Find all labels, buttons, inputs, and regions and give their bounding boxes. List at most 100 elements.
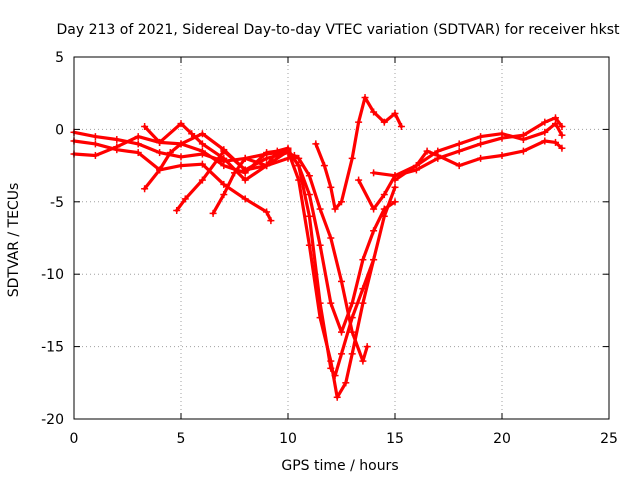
data-point-marker: [380, 191, 388, 199]
series-line-sat-k: [393, 122, 564, 182]
axis-ticks: 0 5 10 15 20 25 -20 -15 -10 -5 0 5: [41, 50, 618, 447]
data-point-marker: [198, 147, 206, 155]
data-point-marker: [91, 151, 99, 159]
data-point-marker: [359, 299, 367, 307]
data-point-marker: [359, 256, 367, 264]
data-point-marker: [177, 153, 185, 161]
data-point-marker: [177, 120, 185, 128]
x-tick-label: 5: [177, 431, 186, 447]
data-point-marker: [498, 130, 506, 138]
data-point-marker: [455, 140, 463, 148]
x-tick-label: 10: [279, 431, 297, 447]
data-point-marker: [220, 180, 228, 188]
data-point-marker: [412, 162, 420, 170]
data-point-marker: [391, 198, 399, 206]
data-point-marker: [552, 120, 559, 128]
data-point-marker: [477, 154, 485, 162]
data-series: [70, 94, 566, 401]
chart-title: Day 213 of 2021, Sidereal Day-to-day VTE…: [57, 22, 620, 38]
data-point-marker: [188, 130, 196, 138]
y-tick-label: -20: [41, 412, 64, 428]
plot-frame: [73, 56, 610, 420]
data-point-marker: [455, 162, 463, 170]
data-point-marker: [141, 185, 149, 193]
data-point-marker: [338, 328, 345, 336]
y-axis-label: SDTVAR / TECUs: [6, 183, 22, 298]
data-point-marker: [209, 209, 217, 217]
data-point-marker: [455, 147, 463, 155]
data-point-marker: [391, 109, 399, 117]
data-point-marker: [220, 154, 228, 162]
data-point-marker: [359, 357, 367, 365]
data-point-marker: [220, 147, 228, 155]
data-point-marker: [320, 162, 328, 170]
data-point-marker: [156, 138, 164, 146]
x-tick-label: 25: [600, 431, 618, 447]
data-point-marker: [290, 151, 298, 159]
data-point-marker: [295, 176, 303, 184]
data-point-marker: [198, 160, 206, 168]
data-point-marker: [141, 123, 149, 131]
data-point-marker: [91, 133, 99, 141]
data-point-marker: [312, 140, 320, 148]
data-point-marker: [338, 350, 345, 358]
x-tick-label: 0: [70, 431, 79, 447]
data-point-marker: [316, 205, 324, 213]
data-point-marker: [284, 144, 292, 152]
data-point-marker: [263, 162, 271, 170]
data-point-marker: [220, 162, 228, 170]
data-point-marker: [305, 241, 313, 249]
data-point-marker: [198, 130, 206, 138]
data-point-marker: [541, 128, 549, 136]
data-point-marker: [327, 183, 335, 191]
data-point-marker: [361, 94, 369, 102]
series-line-sat-f: [175, 149, 296, 213]
data-point-marker: [327, 234, 335, 242]
data-point-marker: [305, 172, 313, 180]
data-point-marker: [391, 176, 399, 184]
series-line-sat-e: [143, 122, 397, 399]
data-point-marker: [156, 166, 164, 174]
data-point-marker: [348, 350, 356, 358]
data-point-marker: [284, 154, 292, 162]
data-point-marker: [519, 136, 527, 144]
data-point-marker: [348, 154, 356, 162]
data-point-marker: [177, 140, 185, 148]
data-point-marker: [331, 205, 339, 213]
data-point-marker: [391, 183, 399, 191]
grid: [74, 57, 609, 419]
series-line-sat-c: [72, 135, 376, 378]
data-point-marker: [370, 169, 378, 177]
data-point-marker: [348, 328, 356, 336]
data-point-marker: [241, 154, 249, 162]
data-point-marker: [519, 147, 527, 155]
data-point-marker: [241, 195, 249, 203]
data-point-marker: [113, 143, 121, 151]
data-point-marker: [355, 176, 363, 184]
data-point-marker: [295, 162, 303, 170]
data-point-marker: [327, 357, 335, 365]
data-point-marker: [305, 212, 313, 220]
data-point-marker: [177, 162, 185, 170]
data-point-marker: [558, 144, 566, 152]
data-point-marker: [241, 166, 249, 174]
x-tick-label: 15: [386, 431, 404, 447]
data-point-marker: [558, 123, 566, 131]
data-point-marker: [397, 123, 405, 131]
data-point-marker: [363, 343, 371, 351]
data-point-marker: [134, 149, 142, 157]
data-point-marker: [370, 108, 378, 116]
data-point-marker: [355, 118, 363, 126]
data-point-marker: [156, 149, 164, 157]
data-point-marker: [477, 140, 485, 148]
data-point-marker: [342, 379, 350, 387]
data-point-marker: [273, 147, 281, 155]
data-point-marker: [370, 256, 378, 264]
data-point-marker: [338, 277, 345, 285]
data-point-marker: [305, 191, 313, 199]
data-point-marker: [241, 176, 249, 184]
data-point-marker: [166, 149, 174, 157]
series-line-sat-i: [357, 116, 564, 211]
data-point-marker: [295, 154, 303, 162]
data-point-marker: [423, 147, 431, 155]
